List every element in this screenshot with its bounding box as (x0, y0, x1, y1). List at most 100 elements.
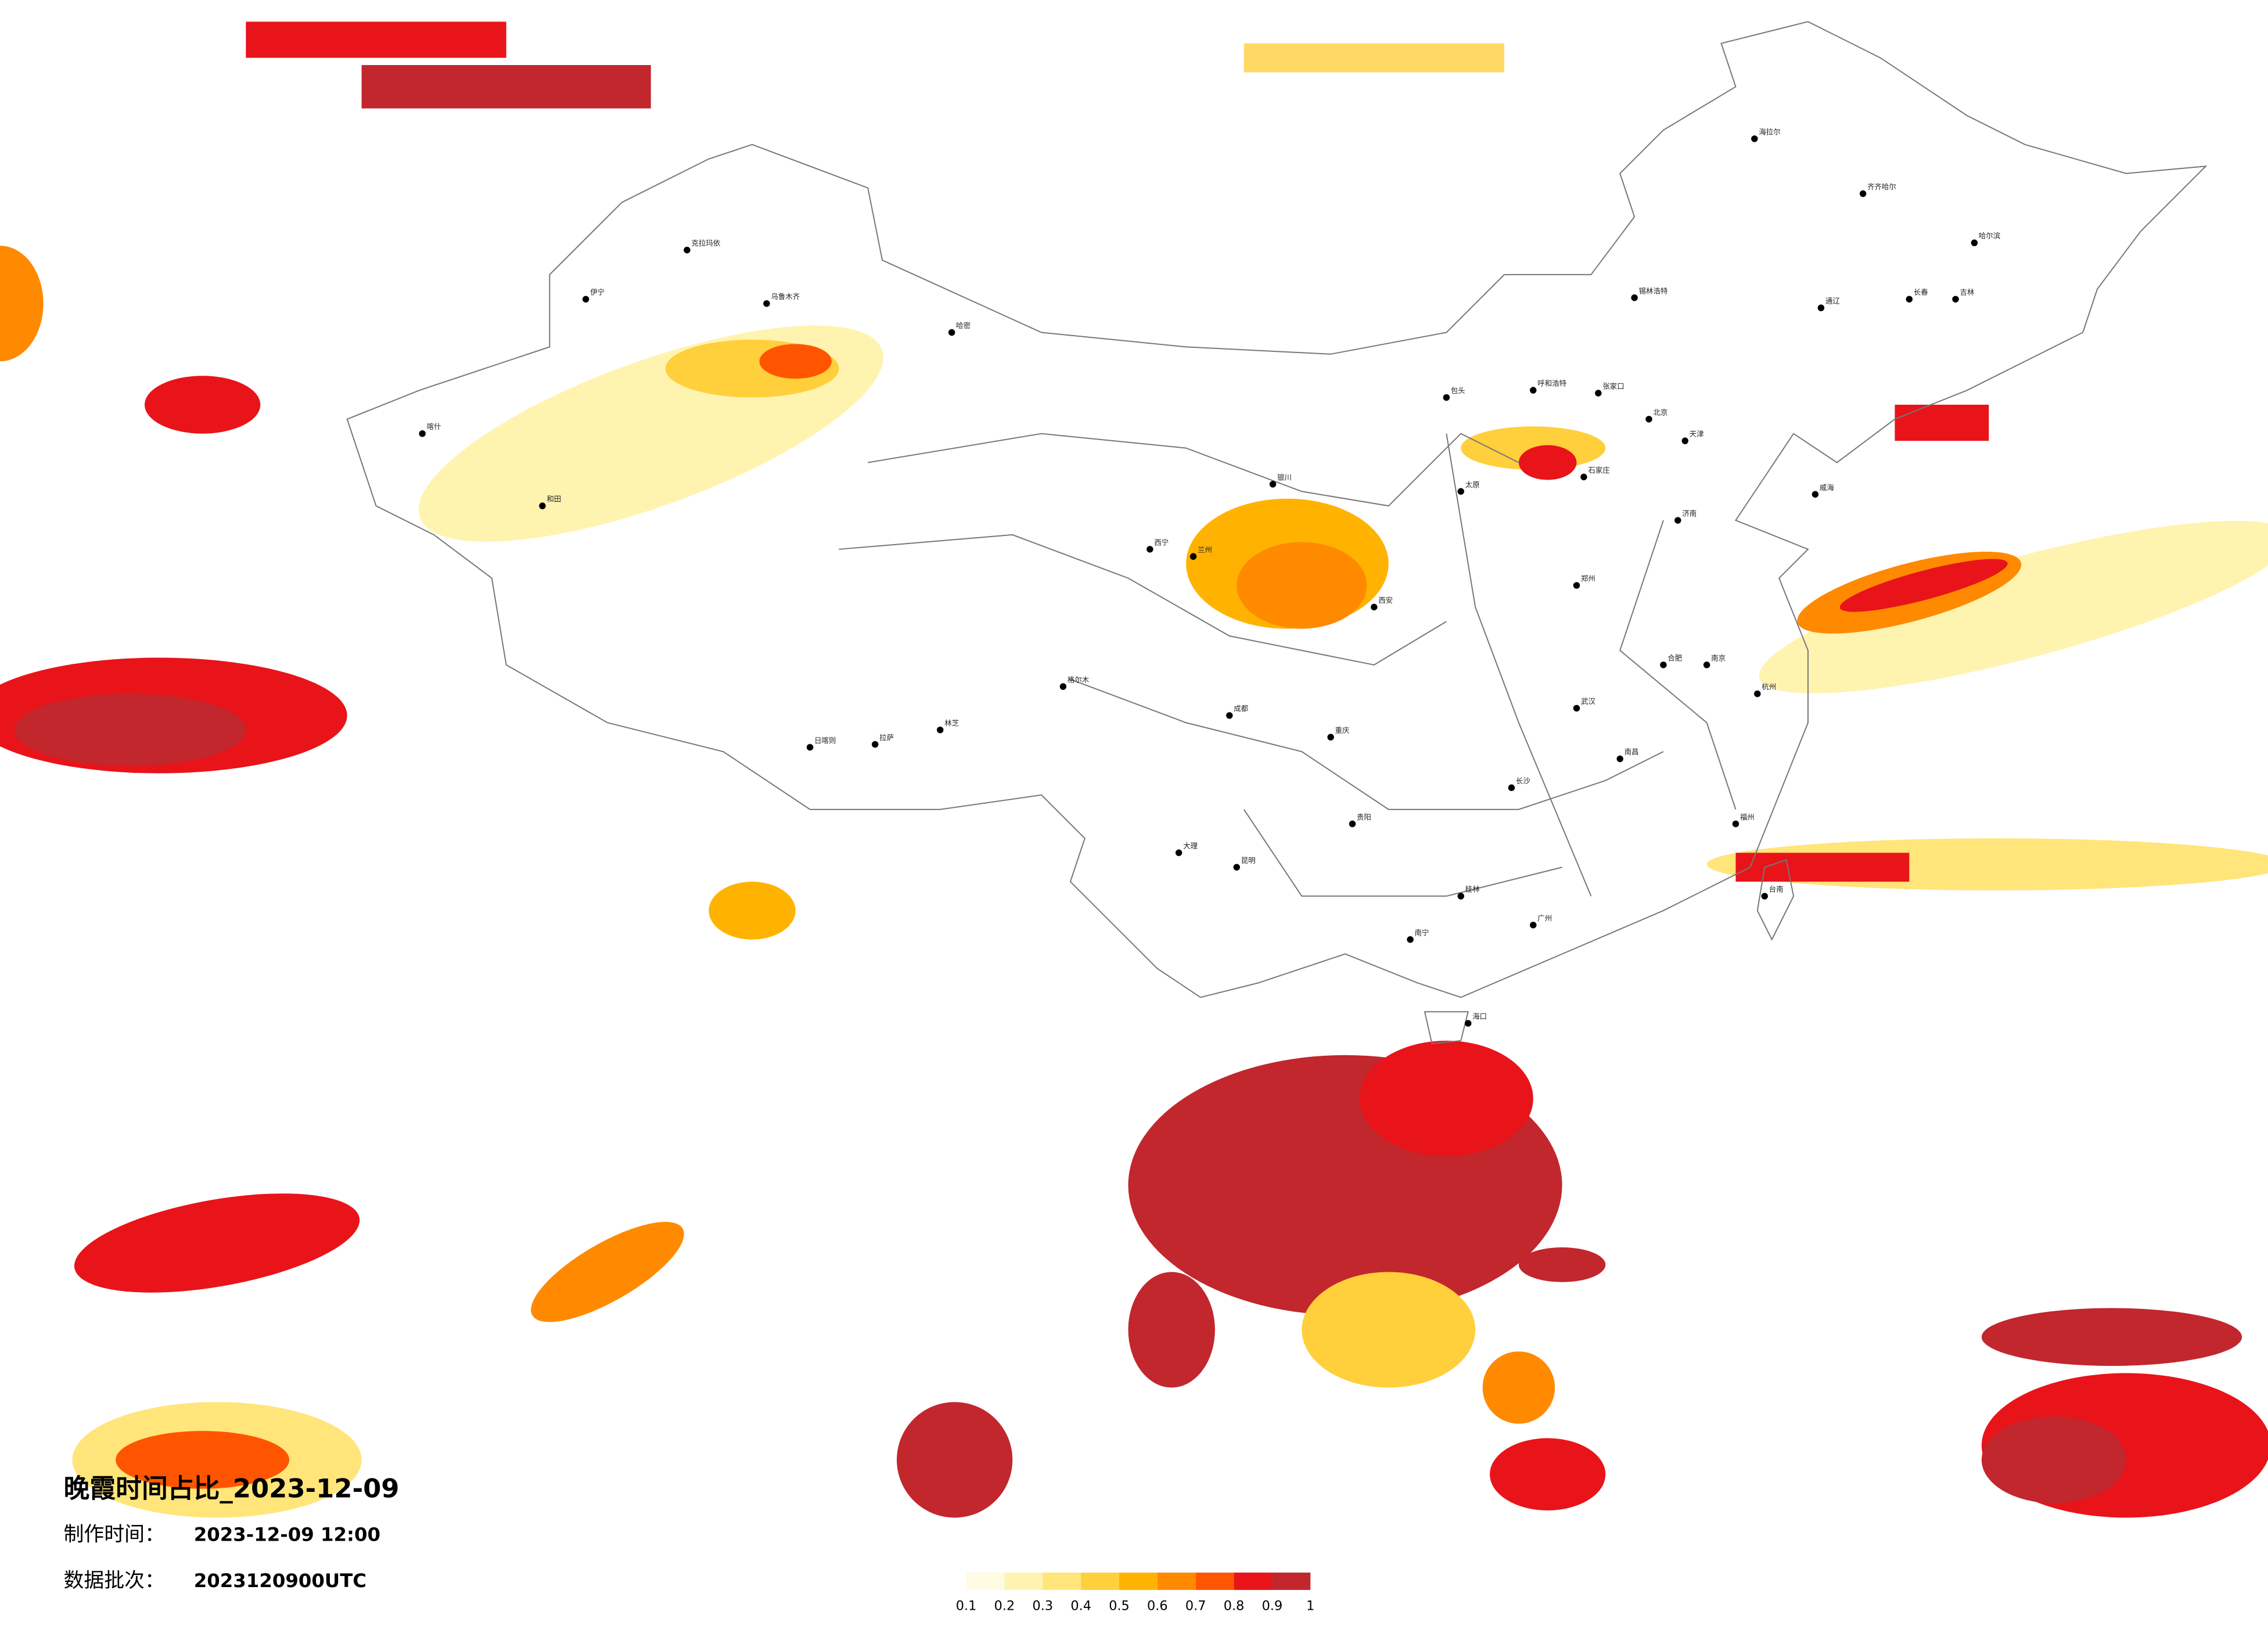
city-label: 成都 (1234, 704, 1248, 713)
legend-tick-label: 1 (1306, 1599, 1314, 1614)
city-dot (1580, 473, 1587, 481)
city-dot (539, 502, 546, 509)
city-label: 锡林浩特 (1639, 286, 1668, 295)
city-label: 南京 (1711, 653, 1726, 662)
legend-tick-label: 0.8 (1224, 1599, 1245, 1614)
city-dot (1859, 190, 1867, 197)
city-dot (1616, 756, 1623, 762)
city-label: 呼和浩特 (1537, 379, 1566, 388)
city-label: 南宁 (1415, 928, 1429, 937)
city-label: 郑州 (1581, 574, 1595, 583)
city-dot (582, 296, 590, 303)
batch-label: 数据批次： (64, 1569, 165, 1592)
city-label: 哈尔滨 (1979, 232, 2000, 240)
city-label: 杭州 (1762, 682, 1776, 691)
city-dot (1732, 821, 1739, 828)
city-dot (1811, 491, 1819, 498)
city-label: 福州 (1740, 812, 1755, 821)
city-label: 合肥 (1667, 653, 1682, 662)
legend-swatch (1043, 1573, 1081, 1590)
city-dot (1465, 1020, 1472, 1027)
city-label: 广州 (1537, 913, 1552, 922)
legend-tick-label: 0.3 (1032, 1599, 1053, 1614)
legend-swatch (1119, 1573, 1158, 1590)
production-time-value: 2023-12-09 12:00 (194, 1523, 380, 1545)
city-dot (1189, 553, 1197, 560)
city-label: 兰州 (1198, 545, 1212, 554)
city-dot (1508, 784, 1515, 792)
city-dot (1595, 390, 1602, 397)
city-dot (1817, 304, 1825, 311)
city-dot (1371, 603, 1378, 611)
map-title: 晚霞时间占比_2023-12-09 (64, 1473, 400, 1504)
legend-tick-label: 0.5 (1109, 1599, 1130, 1614)
city-dot (1457, 488, 1465, 495)
city-label: 伊宁 (590, 288, 605, 297)
city-label: 日喀则 (814, 736, 836, 744)
city-label: 拉萨 (879, 733, 894, 742)
city-dot (1233, 864, 1241, 871)
city-dot (1754, 690, 1761, 697)
heat-layer (0, 21, 2268, 1518)
city-dot (1530, 922, 1537, 929)
city-dot (1457, 893, 1465, 900)
city-dot (1761, 893, 1769, 900)
city-label: 济南 (1682, 509, 1696, 518)
city-label: 吉林 (1960, 288, 1974, 297)
city-dot (1681, 437, 1689, 444)
legend-tick-label: 0.4 (1070, 1599, 1091, 1614)
city-label: 通辽 (1825, 297, 1840, 305)
city-label: 昆明 (1241, 856, 1256, 865)
city-dot (937, 726, 944, 733)
legend-swatch (1195, 1573, 1234, 1590)
city-label: 乌鲁木齐 (771, 292, 800, 301)
city-dot (1952, 296, 1959, 303)
city-label: 西宁 (1154, 538, 1169, 546)
city-label: 北京 (1654, 408, 1668, 416)
batch-value: 2023120900UTC (194, 1570, 366, 1592)
legend-swatch (1157, 1573, 1196, 1590)
city-label: 南昌 (1624, 747, 1639, 756)
legend-tick-label: 0.7 (1185, 1599, 1206, 1614)
city-label: 海拉尔 (1759, 127, 1780, 136)
city-label: 包头 (1451, 386, 1465, 395)
city-label: 威海 (1820, 483, 1834, 492)
legend-swatch (1004, 1573, 1043, 1590)
city-label: 重庆 (1335, 726, 1350, 735)
city-label: 哈密 (956, 321, 971, 330)
city-dot (1906, 296, 1913, 303)
city-dot (419, 430, 426, 437)
city-dot (1349, 821, 1356, 828)
city-label: 林芝 (944, 718, 959, 727)
borders (346, 21, 2208, 1045)
city-dot (1407, 936, 1414, 943)
legend-swatch (1234, 1573, 1273, 1590)
city-dot (1269, 481, 1277, 488)
legend-tick-label: 0.9 (1262, 1599, 1283, 1614)
city-dot (1751, 135, 1758, 142)
legend-swatch (966, 1573, 1005, 1590)
city-label: 大理 (1183, 841, 1198, 850)
city-dot (948, 329, 955, 336)
legend-tick-label: 0.6 (1147, 1599, 1168, 1614)
city-label: 喀什 (427, 422, 441, 431)
legend-tick-label: 0.1 (956, 1599, 977, 1614)
city-label: 长沙 (1516, 776, 1530, 785)
legend: 0.1 0.2 0.3 0.4 0.5 0.6 0.7 0.8 0.9 1 (956, 1573, 1314, 1614)
city-label: 和田 (547, 495, 561, 503)
city-label: 克拉玛依 (691, 239, 720, 247)
production-time-label: 制作时间： (64, 1523, 165, 1546)
city-dot (763, 300, 770, 307)
legend-tick-label: 0.2 (994, 1599, 1015, 1614)
city-dot (1674, 517, 1681, 524)
city-label: 天津 (1690, 430, 1704, 438)
city-label: 海口 (1472, 1012, 1487, 1021)
legend-swatch (1272, 1573, 1311, 1590)
city-dot (1703, 661, 1710, 668)
city-dot (1226, 712, 1233, 719)
city-label: 格尔木 (1067, 675, 1090, 684)
city-dot (1631, 294, 1638, 301)
city-dot (1443, 394, 1450, 401)
city-label: 银川 (1277, 473, 1292, 481)
